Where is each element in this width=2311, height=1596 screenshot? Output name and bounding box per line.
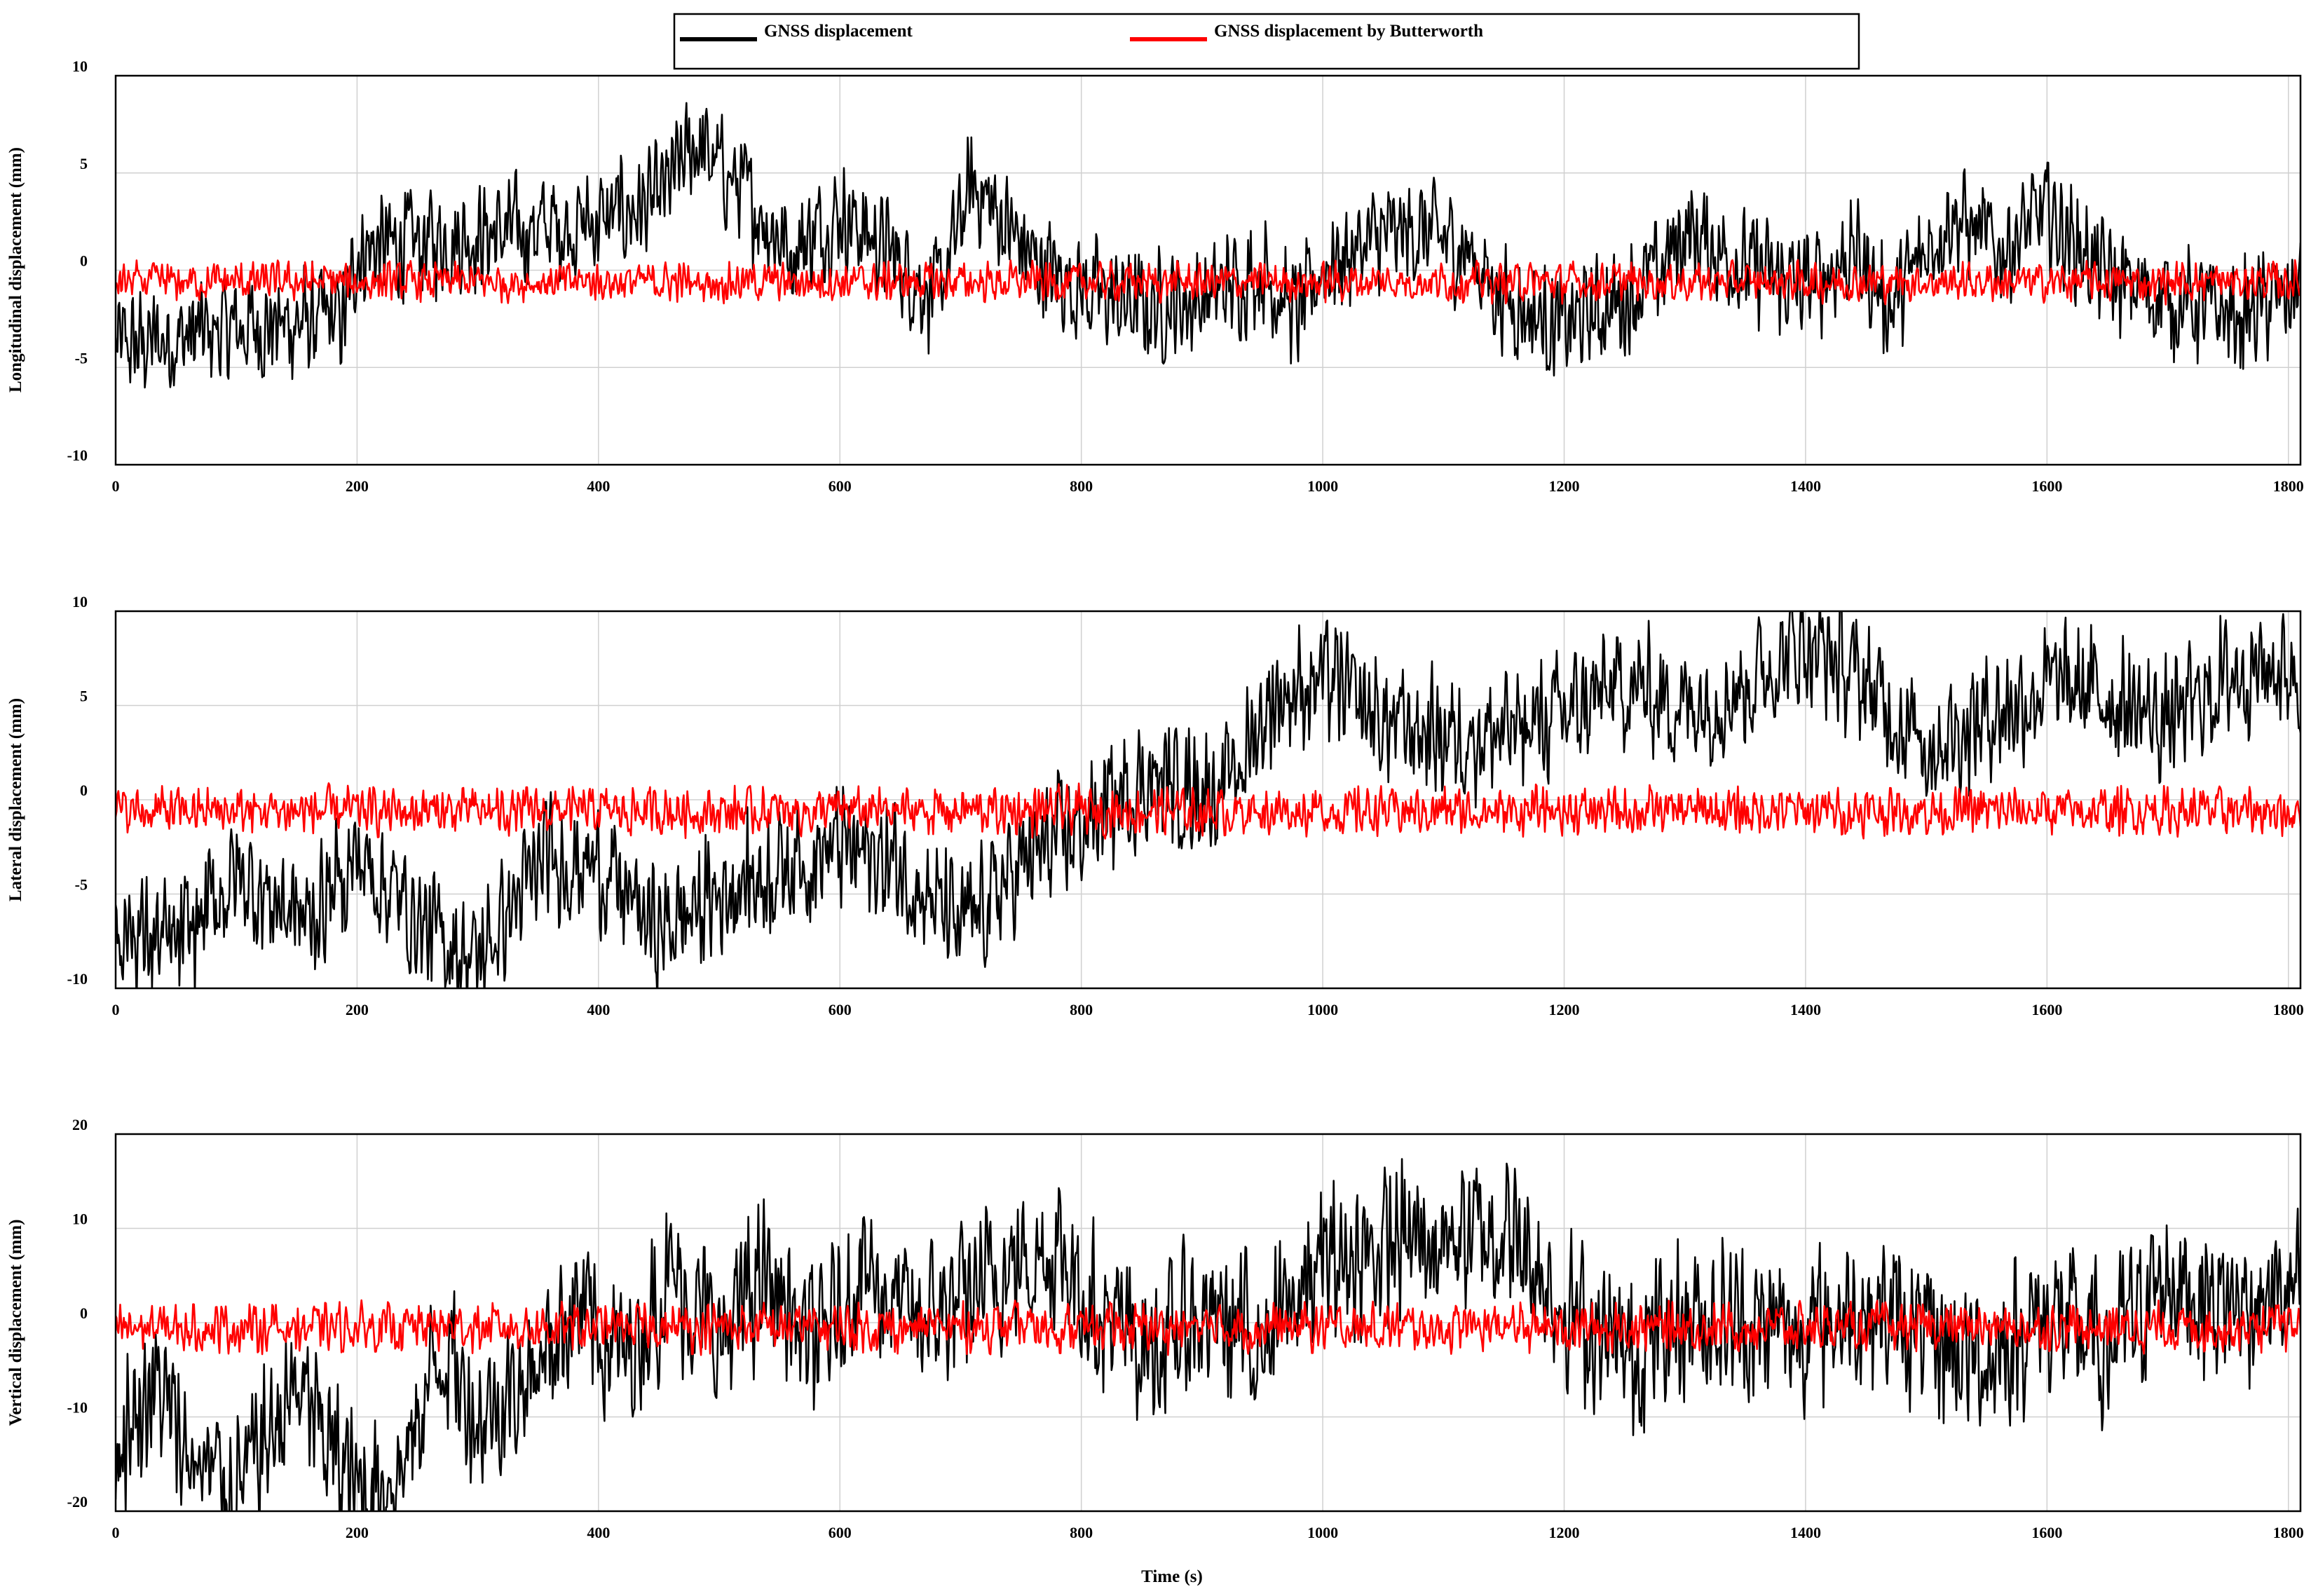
- x-tick-label: 800: [1070, 1524, 1093, 1541]
- x-tick-label: 1600: [2031, 1001, 2062, 1018]
- plot-area: [114, 74, 2302, 466]
- series-line-gnss: [116, 1158, 2300, 1511]
- x-tick-label: 800: [1070, 1001, 1093, 1018]
- series-line-gnss: [116, 102, 2300, 389]
- x-axis-label: Time (s): [1141, 1567, 1203, 1586]
- y-tick-label: 10: [72, 1210, 88, 1228]
- plot-area: [114, 1133, 2302, 1513]
- y-axis-label: Vertical displacement (mm): [6, 1220, 25, 1426]
- y-tick-label: 0: [80, 1304, 88, 1322]
- plot-area: [114, 610, 2302, 990]
- x-tick-label: 0: [112, 1001, 120, 1018]
- y-tick-label: 10: [72, 57, 88, 75]
- y-tick-label: 10: [72, 593, 88, 611]
- x-tick-label: 1000: [1307, 1524, 1338, 1541]
- x-tick-label: 400: [587, 477, 610, 495]
- x-tick-label: 1000: [1307, 1001, 1338, 1018]
- x-tick-label: 200: [346, 1001, 369, 1018]
- x-tick-label: 1800: [2273, 477, 2304, 495]
- x-tick-label: 800: [1070, 477, 1093, 495]
- x-tick-label: 1400: [1790, 477, 1821, 495]
- x-tick-label: 1600: [2031, 477, 2062, 495]
- x-tick-label: 1400: [1790, 1524, 1821, 1541]
- x-tick-label: 600: [829, 1001, 852, 1018]
- x-tick-label: 1000: [1307, 477, 1338, 495]
- legend-label-butterworth: GNSS displacement by Butterworth: [1214, 22, 1483, 41]
- series-line-butterworth: [116, 259, 2300, 306]
- x-tick-label: 400: [587, 1001, 610, 1018]
- legend-label-gnss: GNSS displacement: [764, 22, 913, 41]
- panel-longitudinal: 0 200 400 600 800 1000 1200 1400 1600 1800 -10 -5 0 5…: [6, 57, 2304, 495]
- legend-box: [673, 13, 1860, 70]
- y-tick-label: -10: [67, 1399, 88, 1417]
- panel-vertical: 0 200 400 600 800 1000 1200 1400 1600 1800 -20 -10 0…: [6, 1116, 2304, 1541]
- y-tick-label: -20: [67, 1493, 88, 1510]
- y-tick-label: 5: [80, 155, 88, 172]
- x-tick-label: 1200: [1549, 1524, 1580, 1541]
- x-tick-label: 400: [587, 1524, 610, 1541]
- panel-lateral: 0 200 400 600 800 1000 1200 1400 1600 1800 -10 -5 0 5…: [6, 593, 2304, 1018]
- x-tick-label: 0: [112, 1524, 120, 1541]
- x-tick-label: 1400: [1790, 1001, 1821, 1018]
- y-tick-label: 20: [72, 1116, 88, 1133]
- y-tick-label: 0: [80, 782, 88, 799]
- x-tick-label: 1200: [1549, 477, 1580, 495]
- y-tick-label: -5: [75, 349, 88, 367]
- y-tick-label: 5: [80, 688, 88, 705]
- x-tick-label: 200: [346, 477, 369, 495]
- y-tick-label: 0: [80, 252, 88, 270]
- series-line-butterworth: [116, 1299, 2300, 1356]
- y-tick-label: -10: [67, 970, 88, 988]
- x-tick-label: 1200: [1549, 1001, 1580, 1018]
- x-tick-label: 1600: [2031, 1524, 2062, 1541]
- y-tick-label: -5: [75, 876, 88, 894]
- x-tick-label: 0: [112, 477, 120, 495]
- y-axis-label: Longitudinal displacement (mm): [6, 147, 25, 393]
- y-axis-label: Lateral displacement (mm): [6, 698, 25, 901]
- x-tick-label: 200: [346, 1524, 369, 1541]
- x-tick-label: 1800: [2273, 1524, 2304, 1541]
- y-tick-label: -10: [67, 446, 88, 464]
- x-tick-label: 1800: [2273, 1001, 2304, 1018]
- series-line-butterworth: [116, 782, 2300, 840]
- legend: GNSS displacement GNSS displacement by B…: [673, 13, 1860, 70]
- x-tick-label: 600: [829, 1524, 852, 1541]
- x-tick-label: 600: [829, 477, 852, 495]
